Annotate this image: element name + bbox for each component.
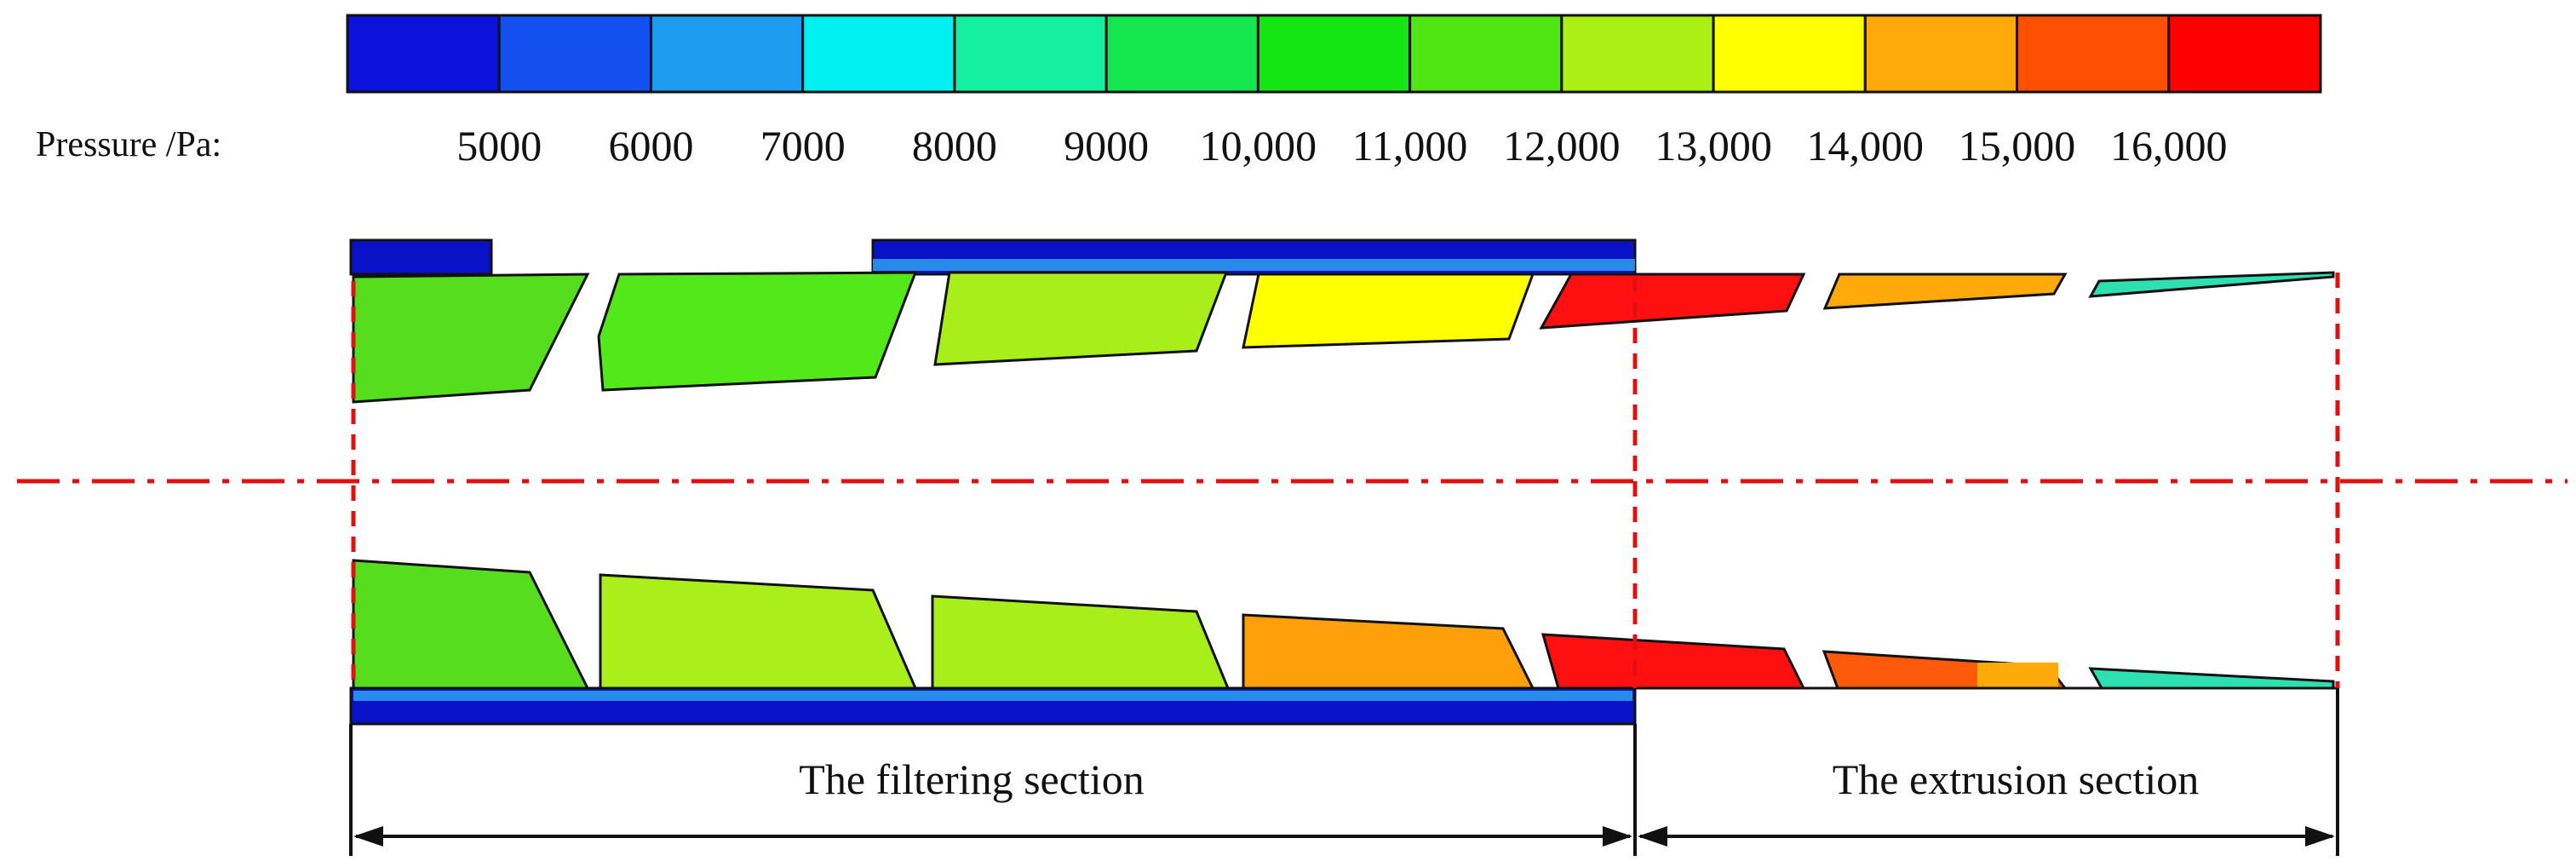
upper-segment-3 xyxy=(933,271,1229,366)
upper-segment-7 xyxy=(2088,271,2335,298)
legend-tick-label: 14,000 xyxy=(1807,122,1925,169)
extrusion-arrow-left xyxy=(1638,826,1667,847)
legend-swatch xyxy=(1863,14,2019,94)
legend-title: Pressure /Pa: xyxy=(36,125,221,164)
upper-segment-2 xyxy=(597,271,918,392)
legend-swatch xyxy=(1712,14,1867,94)
lower-segment-4 xyxy=(1242,613,1535,690)
upper-wall-gradient xyxy=(873,259,1635,271)
upper-profile xyxy=(349,238,2335,404)
legend-tick-label: 11,000 xyxy=(1352,122,1468,169)
legend-swatch xyxy=(497,14,652,94)
legend-tick-label: 8000 xyxy=(912,122,997,169)
legend-swatch xyxy=(2167,14,2322,94)
upper-segment-4 xyxy=(1242,273,1535,349)
filtering-arrow-right xyxy=(1603,826,1632,847)
legend-swatch xyxy=(2016,14,2171,94)
pressure-legend: Pressure /Pa: 5000 6000 7000 8000 9000 10,000… xyxy=(36,14,2322,169)
legend-swatch xyxy=(1408,14,1563,94)
upper-segment-1 xyxy=(352,273,590,404)
lower-profile xyxy=(349,559,2338,726)
upper-segment-6 xyxy=(1822,273,2068,310)
upper-segment-5 xyxy=(1539,273,1806,330)
legend-tick-label: 5000 xyxy=(456,122,542,169)
filtering-section-label: The filtering section xyxy=(799,755,1144,803)
lower-segment-2 xyxy=(599,573,918,690)
extrusion-arrow-right xyxy=(2305,826,2335,847)
lower-segment-3 xyxy=(931,594,1231,690)
section-dimensions: The filtering section The extrusion sect… xyxy=(349,688,2339,856)
lower-segment-7 xyxy=(2088,667,2335,690)
legend-tick-label: 6000 xyxy=(608,122,693,169)
legend-tick-label: 12,000 xyxy=(1503,122,1621,169)
extrusion-section-label: The extrusion section xyxy=(1833,755,2199,803)
legend-swatch xyxy=(346,14,501,94)
legend-swatch xyxy=(649,14,805,94)
legend-tick-label: 13,000 xyxy=(1655,122,1772,169)
legend-tick-label: 16,000 xyxy=(2110,122,2228,169)
legend-swatch xyxy=(801,14,956,94)
legend-tick-label: 15,000 xyxy=(1959,122,2076,169)
legend-swatch xyxy=(953,14,1108,94)
guide-lines xyxy=(17,273,2567,688)
upper-wall-left xyxy=(349,238,493,276)
legend-tick-label: 7000 xyxy=(760,122,846,169)
lower-wall-gradient xyxy=(353,691,1632,701)
legend-swatch xyxy=(1560,14,1715,94)
lower-segment-1 xyxy=(352,559,590,690)
legend-color-bar xyxy=(346,14,2322,94)
filtering-arrow-left xyxy=(353,826,383,847)
lower-segment-6-tip xyxy=(1977,663,2058,687)
legend-tick-label: 9000 xyxy=(1064,122,1149,169)
legend-swatch xyxy=(1104,14,1259,94)
lower-segment-5 xyxy=(1540,633,1806,690)
legend-tick-labels: 5000 6000 7000 8000 9000 10,000 11,000 12,000 13… xyxy=(456,122,2227,169)
legend-swatch xyxy=(1256,14,1412,94)
legend-tick-label: 10,000 xyxy=(1200,122,1317,169)
